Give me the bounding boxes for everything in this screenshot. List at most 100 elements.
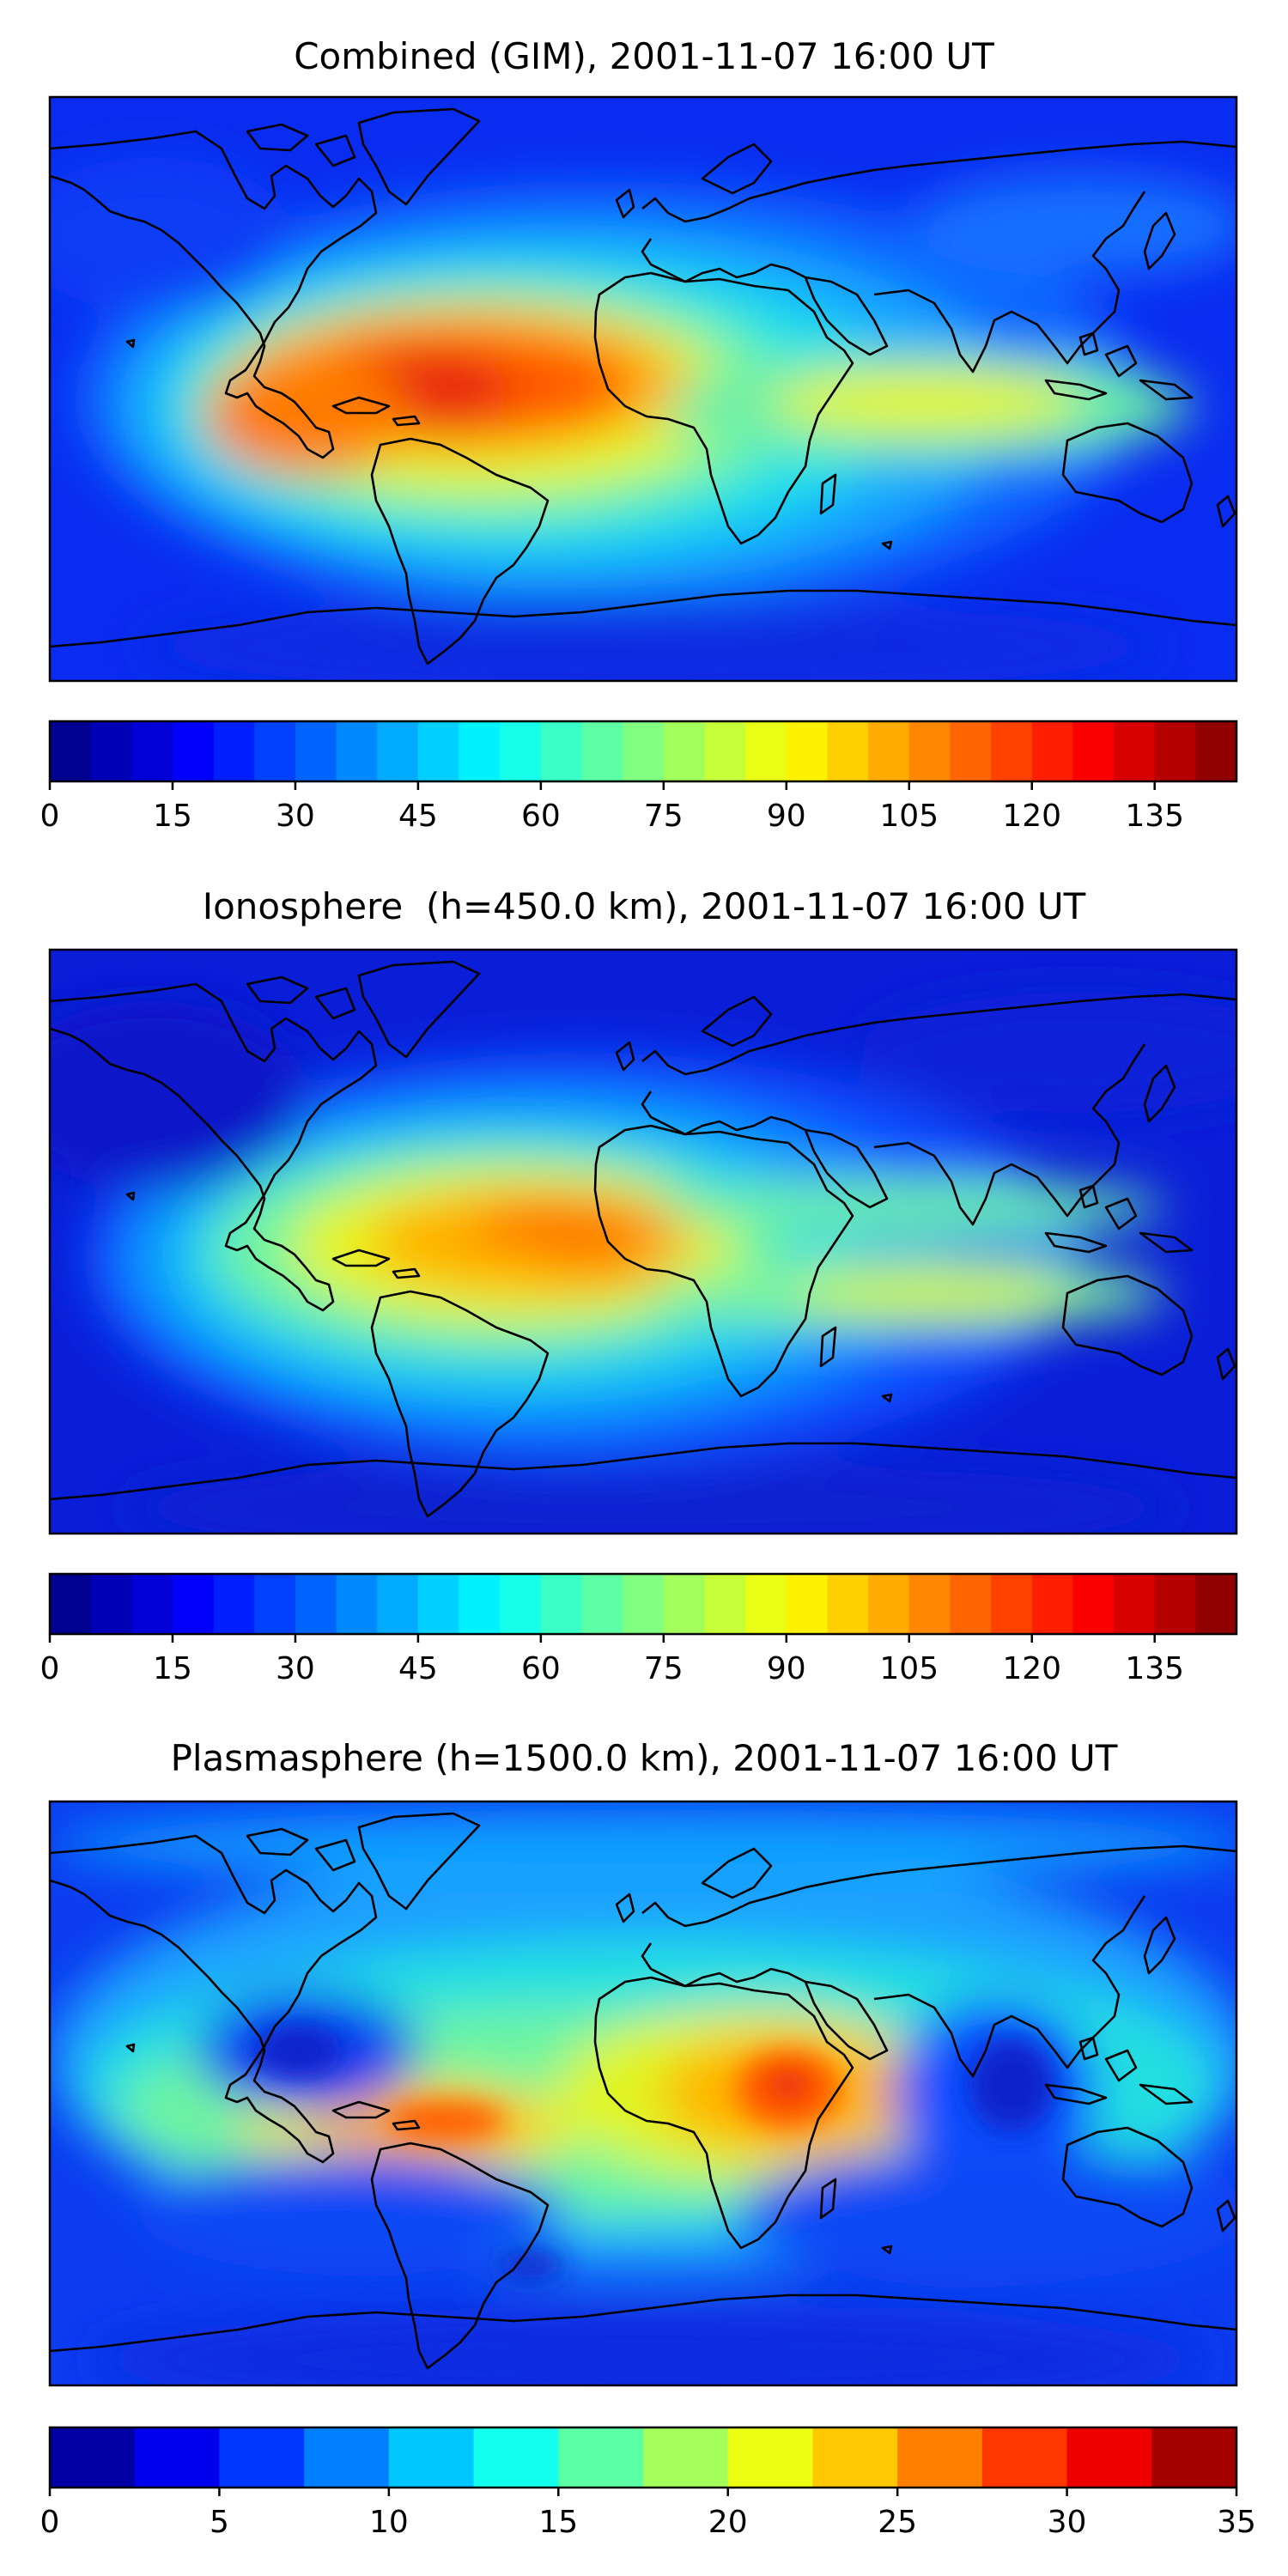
colorbar-segment [134, 2427, 221, 2488]
colorbar-segment [377, 721, 419, 781]
tec-field-ionosphere [50, 960, 1236, 1534]
colorbar-tick-label: 30 [276, 1651, 315, 1686]
colorbar-segment [500, 1574, 542, 1634]
chart-title-ionosphere: Ionosphere (h=450.0 km), 2001-11-07 16:0… [202, 885, 1086, 927]
colorbar-tick-label: 15 [538, 2505, 578, 2540]
chart-title-combined: Combined (GIM), 2001-11-07 16:00 UT [294, 35, 994, 77]
colorbar-tick-label: 35 [1217, 2505, 1256, 2540]
colorbar-segment [643, 2427, 729, 2488]
colorbar-segment [745, 721, 787, 781]
colorbar-segment [1031, 1574, 1073, 1634]
colorbar-segment [459, 721, 501, 781]
colorbar-ionosphere: 0 15 30 45 60 75 90 105 120 135 [40, 1572, 1238, 1686]
colorbar-tick-label: 90 [767, 799, 806, 834]
colorbar-segment [540, 721, 583, 781]
colorbar-segment [704, 1574, 746, 1634]
map-panel-combined [48, 95, 1238, 683]
colorbar-segment [1154, 1574, 1196, 1634]
colorbar-tick-label: 5 [210, 2505, 229, 2540]
colorbar-tick-label: 105 [879, 1651, 939, 1686]
colorbar-segment [950, 1574, 992, 1634]
colorbar-tick-label: 10 [369, 2505, 409, 2540]
colorbar-segment [254, 721, 296, 781]
colorbar-segment [388, 2427, 475, 2488]
colorbar-tick-label: 120 [1002, 799, 1061, 834]
colorbar-segment [213, 1574, 255, 1634]
colorbar-segment [219, 2427, 305, 2488]
map-frame-combined [48, 95, 1238, 683]
colorbar-segment [558, 2427, 644, 2488]
colorbar-segment [90, 721, 132, 781]
colorbar-segment [950, 721, 992, 781]
colorbar-tick-label: 135 [1125, 1651, 1184, 1686]
colorbar-tick-label: 0 [40, 1651, 60, 1686]
colorbar-segment [500, 721, 542, 781]
colorbar-combined: 0 15 30 45 60 75 90 105 120 135 [40, 720, 1238, 834]
colorbar-frame [48, 2426, 1238, 2489]
chart-title-plasmasphere: Plasmasphere (h=1500.0 km), 2001-11-07 1… [170, 1737, 1118, 1779]
colorbar-tick-label: 25 [878, 2505, 917, 2540]
colorbar-segment [172, 721, 215, 781]
colorbar-segment [417, 721, 460, 781]
colorbar-segment [786, 1574, 829, 1634]
colorbar-tick-label: 30 [1048, 2505, 1087, 2540]
colorbar-segment [295, 721, 337, 781]
colorbar-segment [786, 721, 829, 781]
colorbar-segment [663, 721, 706, 781]
colorbar-segment [908, 721, 951, 781]
tec-field-plasmasphere [50, 1810, 1236, 2385]
colorbar-segment [540, 1574, 583, 1634]
colorbar-segment [459, 1574, 501, 1634]
colorbar-segment [1114, 721, 1156, 781]
map-frame-ionosphere [48, 948, 1238, 1535]
colorbar-segment [1151, 2427, 1237, 2488]
colorbar-segment [336, 1574, 378, 1634]
colorbar-segment [991, 721, 1033, 781]
colorbar-segment [1195, 721, 1237, 781]
colorbar-segment [1114, 1574, 1156, 1634]
colorbar-tick-label: 120 [1002, 1651, 1061, 1686]
colorbar-segment [131, 1574, 173, 1634]
colorbar-tick-label: 20 [708, 2505, 748, 2540]
map-frame-plasmasphere [48, 1800, 1238, 2387]
colorbar-segment [1066, 2427, 1152, 2488]
colorbar-segment [295, 1574, 337, 1634]
colorbar-tick-label: 75 [644, 799, 683, 834]
colorbar-segment [827, 721, 869, 781]
colorbar-segment [868, 721, 910, 781]
colorbar-tick-label: 45 [398, 799, 438, 834]
colorbar-plasmasphere: 0 5 10 15 20 25 30 35 [40, 2426, 1256, 2540]
colorbar-segment [745, 1574, 787, 1634]
colorbar-segment [581, 721, 623, 781]
colorbar-segment [473, 2427, 559, 2488]
colorbar-tick-label: 105 [879, 799, 939, 834]
colorbar-segment [704, 721, 746, 781]
colorbar-tick-label: 60 [521, 799, 561, 834]
colorbar-tick-label: 45 [398, 1651, 438, 1686]
colorbar-segment [417, 1574, 460, 1634]
colorbar-tick-label: 135 [1125, 799, 1184, 834]
map-panel-plasmasphere [48, 1800, 1238, 2387]
colorbar-segment [172, 1574, 215, 1634]
colorbar-segment [90, 1574, 132, 1634]
colorbar-frame [48, 720, 1238, 783]
colorbar-tick-label: 75 [644, 1651, 683, 1686]
colorbar-tick-label: 0 [40, 2505, 60, 2540]
colorbar-segment [991, 1574, 1033, 1634]
colorbar-segment [981, 2427, 1068, 2488]
colorbar-segment [663, 1574, 706, 1634]
colorbar-tick-label: 15 [153, 799, 192, 834]
tec-field-combined [50, 107, 1236, 681]
colorbar-segment [623, 721, 665, 781]
colorbar-segment [50, 1574, 92, 1634]
colorbar-segment [727, 2427, 814, 2488]
colorbar-segment [827, 1574, 869, 1634]
colorbar-segment [812, 2427, 898, 2488]
colorbar-segment [1072, 1574, 1115, 1634]
colorbar-tick-label: 90 [767, 1651, 806, 1686]
colorbar-segment [304, 2427, 390, 2488]
colorbar-segment [50, 721, 92, 781]
colorbar-segment [868, 1574, 910, 1634]
colorbar-segment [623, 1574, 665, 1634]
